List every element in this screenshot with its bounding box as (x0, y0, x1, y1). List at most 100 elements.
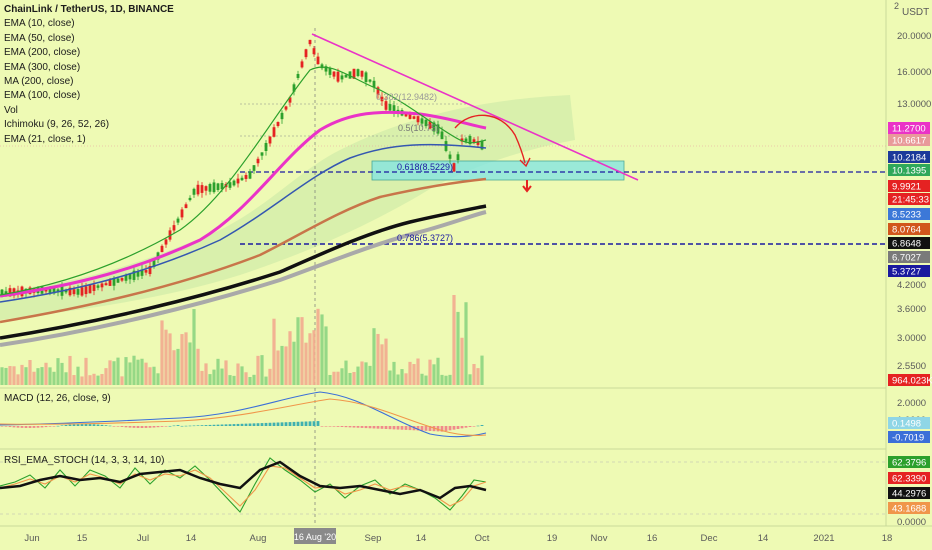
candle-body (280, 112, 284, 120)
candle-body (8, 288, 12, 297)
macd-histogram-bar (208, 424, 212, 426)
volume-bar (208, 374, 212, 385)
macd-histogram-bar (292, 421, 296, 426)
price-label: 5.3727 (888, 265, 930, 278)
legend-item-ema10[interactable]: EMA (10, close) (4, 18, 75, 30)
currency-label[interactable]: USDT (902, 7, 930, 18)
svg-text:62.3390: 62.3390 (892, 474, 926, 485)
volume-bar (228, 375, 232, 385)
candle-body (312, 48, 316, 55)
legend-item-ema50[interactable]: EMA (50, close) (4, 32, 75, 44)
volume-bar (380, 344, 384, 385)
macd-histogram-bar (152, 426, 156, 428)
macd-tick-label: 2.0000 (897, 398, 926, 409)
volume-bar (368, 365, 372, 385)
volume-bar (372, 328, 376, 385)
svg-text:62.3796: 62.3796 (892, 458, 926, 469)
legend-item-ema100[interactable]: EMA (100, close) (4, 90, 81, 102)
macd-pane-label[interactable]: MACD (12, 26, close, 9) (4, 393, 111, 404)
ema-300-line (0, 210, 487, 347)
candle-body (444, 141, 448, 151)
volume-bar (116, 357, 120, 385)
candle-body (116, 278, 120, 283)
volume-bar (412, 364, 416, 385)
price-label: 10.1395 (888, 164, 930, 177)
x-tick-label: Jul (137, 533, 149, 544)
legend-item-ichimoku[interactable]: Ichimoku (9, 26, 52, 26) (4, 119, 110, 131)
candle-body (100, 283, 104, 288)
volume-bar (244, 372, 248, 385)
candle-body (220, 183, 224, 190)
macd-histogram-bar (352, 426, 356, 428)
candle-body (104, 283, 108, 286)
macd-histogram-bar (12, 426, 16, 428)
volume-bar (460, 337, 464, 385)
volume-bar (236, 363, 240, 385)
trendline[interactable] (311, 33, 639, 181)
candle-body (244, 175, 248, 179)
candle-body (388, 104, 392, 111)
candle-body (292, 84, 296, 92)
volume-bar (296, 317, 300, 385)
volume-bar (176, 348, 180, 385)
x-tick-label: Dec (701, 533, 718, 544)
macd-histogram-bar (176, 425, 180, 426)
y-tick-label: 13.0000 (897, 99, 931, 110)
candle-body (392, 105, 396, 114)
macd-histogram-bar (92, 424, 96, 426)
fib-zone-box[interactable] (371, 160, 625, 181)
macd-histogram-bar (72, 424, 76, 426)
candle-body (376, 87, 380, 95)
volume-bar (0, 367, 4, 385)
macd-histogram-bar (108, 425, 112, 427)
macd-histogram-bar (100, 424, 104, 426)
legend-item-vol[interactable]: Vol (4, 104, 18, 116)
macd-histogram-bar (244, 423, 248, 426)
volume-bar (436, 357, 440, 385)
candle-body (48, 288, 52, 293)
candle-body (144, 270, 148, 273)
legend-item-ma200[interactable]: MA (200, close) (4, 76, 74, 88)
macd-histogram-bar (172, 425, 176, 427)
legend-item-ema200[interactable]: EMA (200, close) (4, 47, 81, 59)
svg-text:6.7027: 6.7027 (892, 253, 921, 264)
candle-body (412, 116, 416, 119)
chart-title[interactable]: ChainLink / TetherUS, 1D, BINANCE (4, 4, 174, 15)
macd-histogram-bar (84, 424, 88, 426)
macd-histogram-bar (16, 426, 20, 428)
volume-bar (404, 373, 408, 385)
volume-bar (284, 346, 288, 385)
rsi-pane-label[interactable]: RSI_EMA_STOCH (14, 3, 3, 14, 10) (4, 455, 165, 466)
candle-body (252, 165, 256, 171)
macd-histogram-bar (200, 425, 204, 426)
candle-body (92, 284, 96, 291)
crosshair-date-box (294, 528, 336, 544)
fib-label-0618: 0.618(8.5229) (397, 162, 453, 172)
candle-body (296, 73, 300, 79)
macd-histogram-bar (344, 426, 348, 428)
ema-21-line (0, 110, 487, 298)
x-tick-label: 16 (647, 533, 658, 544)
candle-body (168, 230, 172, 240)
volume-bar (124, 357, 128, 385)
macd-histogram-bar (304, 421, 308, 426)
macd-histogram-bar (204, 425, 208, 426)
down-arrow-icon (522, 180, 532, 193)
projection-arrow[interactable] (454, 114, 526, 164)
macd-histogram-bar (68, 424, 72, 426)
legend-item-ema21[interactable]: EMA (21, close, 1) (4, 133, 86, 145)
candle-body (112, 277, 116, 286)
macd-histogram-bar (424, 426, 428, 431)
candle-body (288, 97, 292, 103)
candle-body (308, 39, 312, 45)
candle-body (152, 259, 156, 267)
macd-histogram-bar (480, 425, 484, 426)
macd-histogram-bar (112, 426, 116, 427)
volume-bar (408, 361, 412, 385)
price-label: 8.5233 (888, 208, 930, 221)
volume-bar (40, 367, 44, 385)
volume-bar (160, 320, 164, 385)
legend-item-ema300[interactable]: EMA (300, close) (4, 61, 81, 73)
macd-histogram-bar (52, 426, 56, 427)
